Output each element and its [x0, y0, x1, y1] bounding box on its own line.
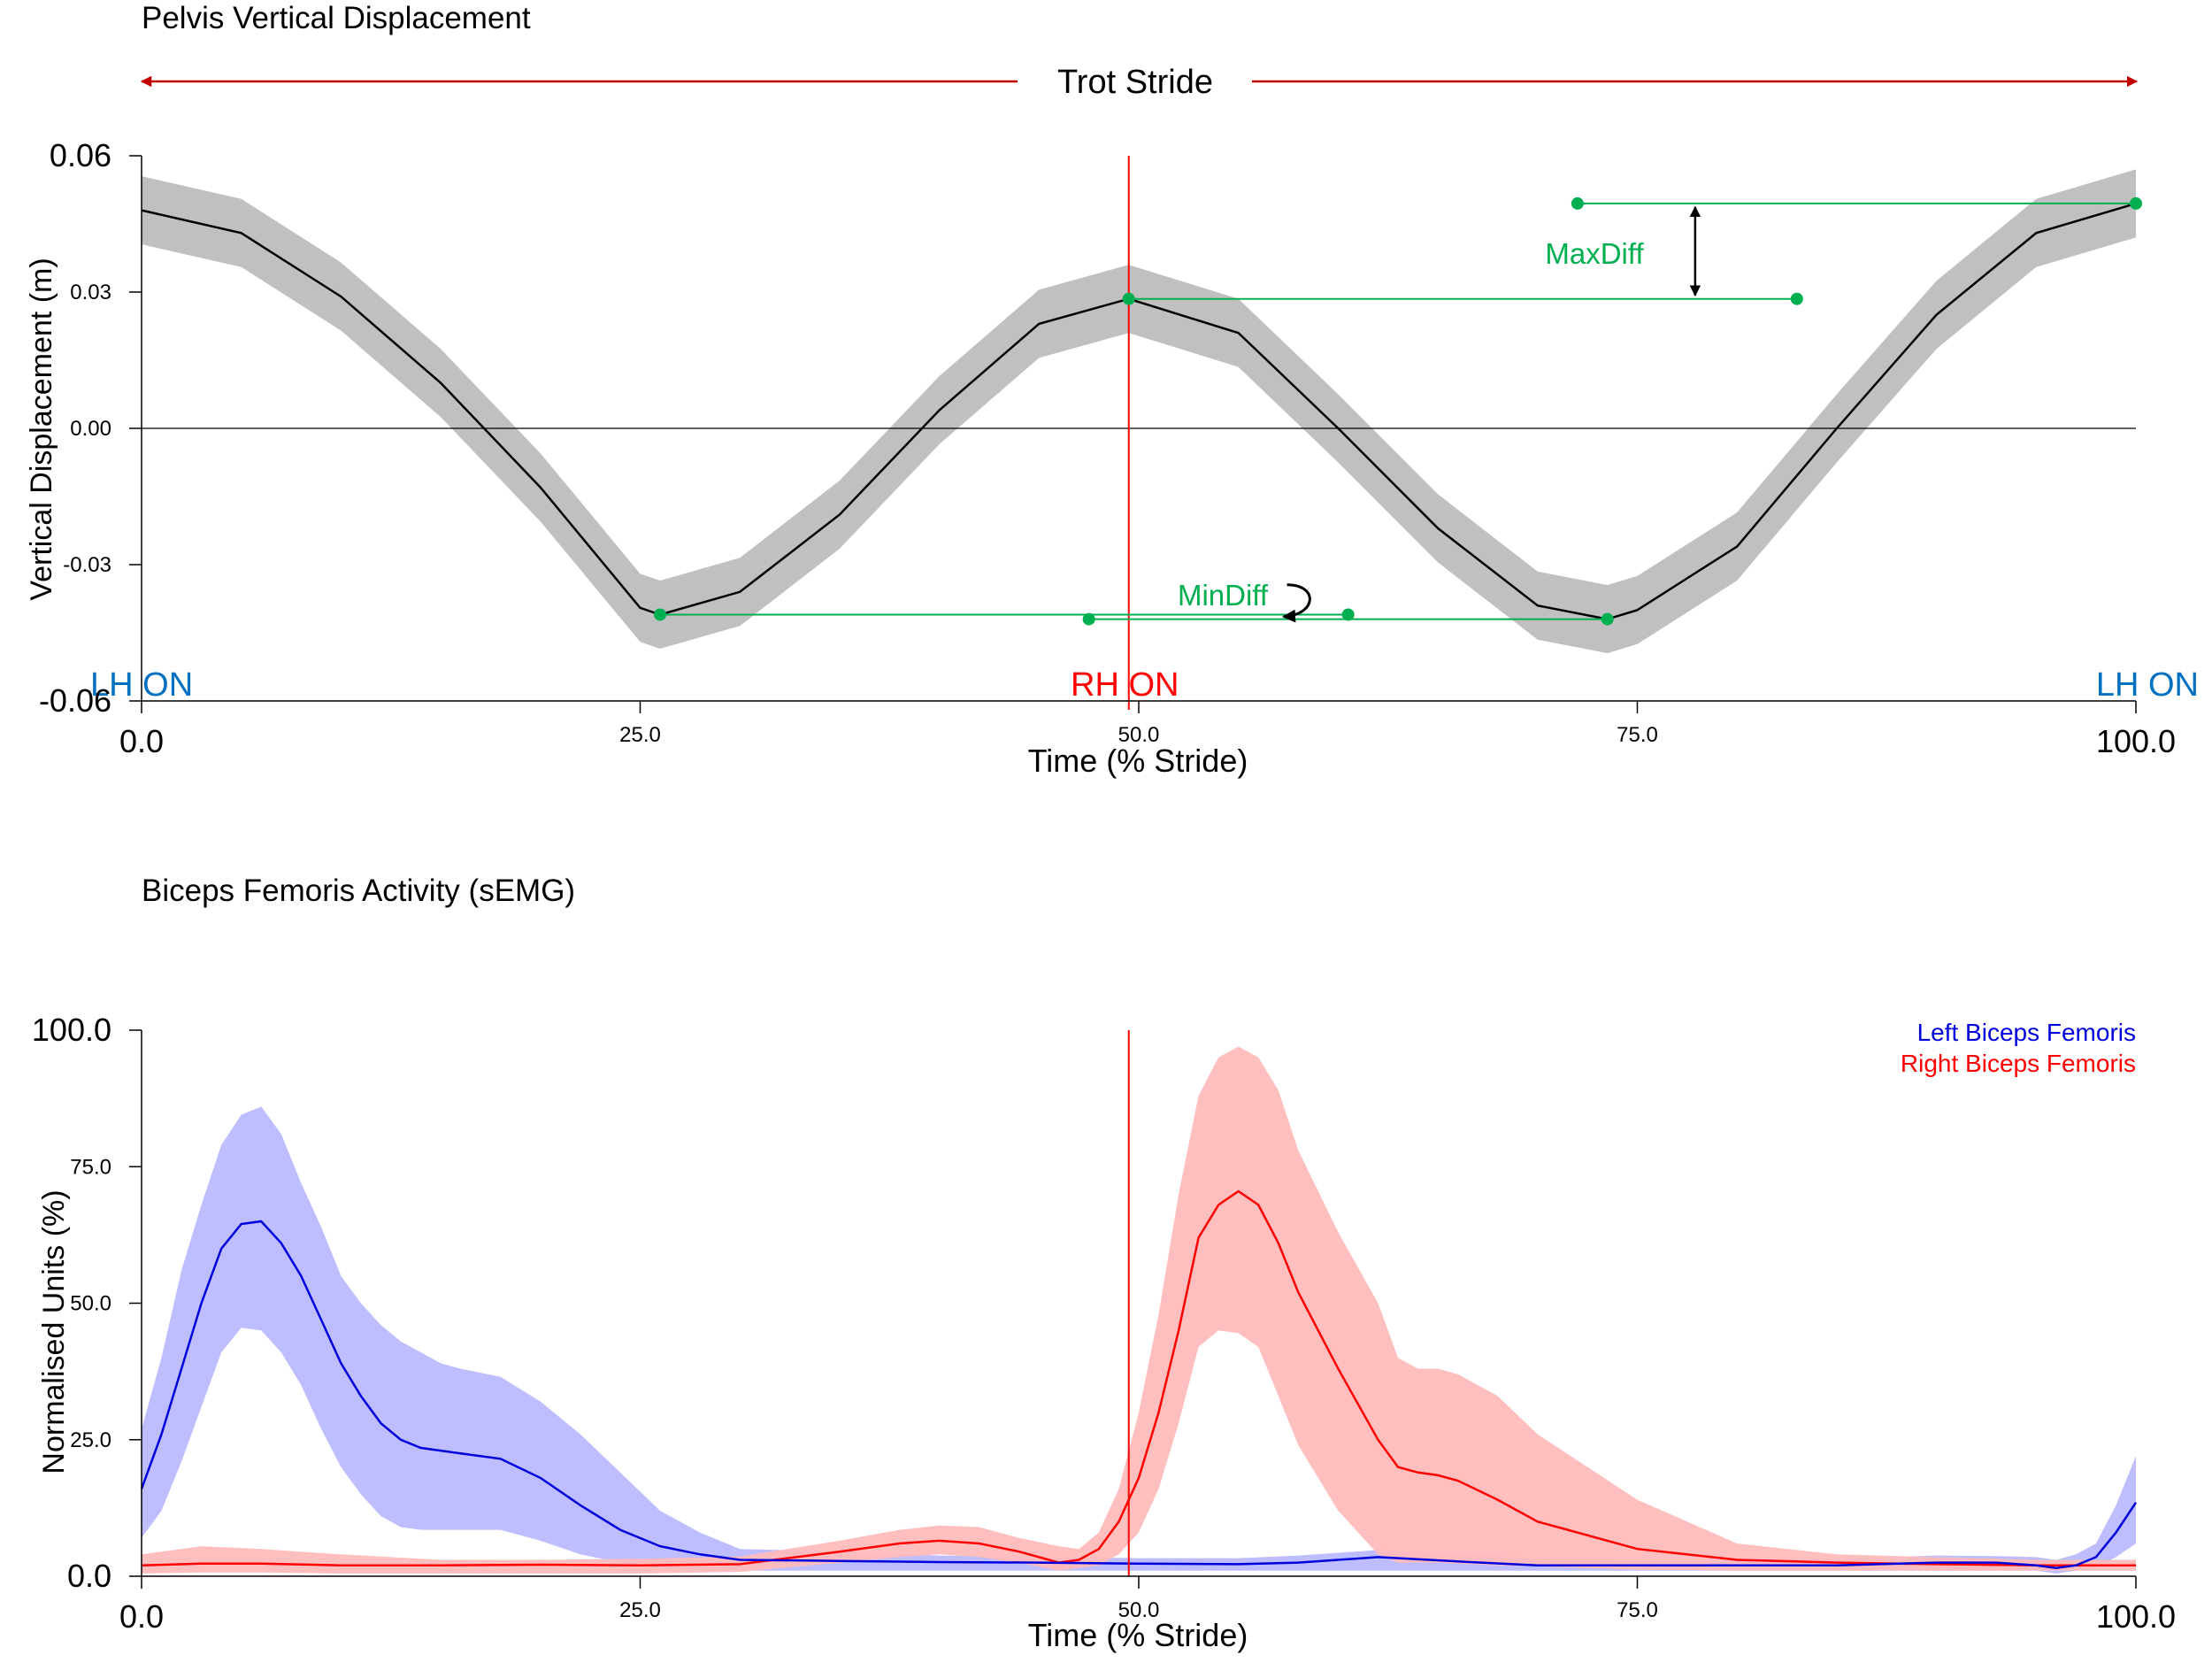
bottom-x-tick-label: 75.0 — [1617, 1598, 1658, 1622]
top-y-tick-label: 0.00 — [70, 417, 111, 441]
displacement-sd-band — [142, 169, 2136, 654]
right-biceps-femoris-line — [141, 1189, 2136, 1566]
right-biceps-femoris-sd-band — [142, 1046, 2136, 1574]
bottom-chart-title: Biceps Femoris Activity (sEMG) — [142, 874, 575, 908]
bottom-y-tick-label: 50.0 — [70, 1292, 111, 1316]
legend-right-biceps-femoris: Right Biceps Femoris — [1901, 1050, 2136, 1077]
diff-marker-point — [1341, 608, 1355, 621]
event-label-lh-on-end: LH ON — [2096, 666, 2199, 704]
diff-marker-point — [654, 608, 667, 621]
left-biceps-femoris-line — [140, 1220, 2138, 1569]
top-chart-title: Pelvis Vertical Displacement — [142, 1, 531, 35]
diff-marker-point — [2130, 196, 2142, 210]
min-diff-arrow — [1282, 583, 1311, 623]
bottom-x-tick-label: 25.0 — [619, 1598, 661, 1622]
bottom-y-axis-label: Normalised Units (%) — [37, 1189, 71, 1474]
top-chart-plot: 0.06 0.03 0.00 -0.03 -0.060.0 25.0 50.0 75.0 100… — [39, 137, 2176, 759]
top-y-axis-label: Vertical Displacement (m) — [25, 258, 58, 600]
min-diff-label: MinDiff — [1178, 579, 1269, 612]
top-x-tick-label: 25.0 — [619, 723, 661, 747]
bottom-x-tick-label: 0.0 — [119, 1598, 164, 1635]
bottom-y-tick-label: 25.0 — [70, 1428, 111, 1452]
diff-marker-point — [1122, 292, 1135, 305]
top-y-tick-label: -0.06 — [39, 682, 111, 719]
bottom-y-tick-label: 0.0 — [67, 1558, 111, 1594]
bottom-y-tick-label: 75.0 — [70, 1155, 111, 1179]
diff-marker-point — [1601, 612, 1614, 626]
bottom-y-tick-label: 100.0 — [32, 1012, 111, 1048]
legend-left-biceps-femoris: Left Biceps Femoris — [1917, 1019, 2136, 1046]
trot-stride-label: Trot Stride — [1057, 64, 1213, 101]
bottom-chart-plot: 100.0 75.0 50.0 25.0 0.00.0 25.0 50.0 75.0 100.0 — [32, 1012, 2176, 1635]
top-x-tick-label: 75.0 — [1617, 723, 1658, 747]
bottom-x-tick-label: 100.0 — [2096, 1598, 2176, 1635]
top-x-axis-label: Time (% Stride) — [1028, 743, 1248, 779]
top-y-tick-label: 0.06 — [50, 137, 111, 173]
top-x-tick-label: 100.0 — [2096, 723, 2176, 759]
diff-marker-point — [1571, 196, 1584, 210]
top-x-tick-label: 50.0 — [1118, 723, 1160, 747]
top-y-tick-label: -0.03 — [63, 553, 111, 577]
bottom-x-tick-label: 50.0 — [1118, 1598, 1160, 1622]
diff-marker-point — [1790, 292, 1803, 305]
event-label-rh-on: RH ON — [1071, 666, 1179, 704]
top-y-tick-label: 0.03 — [70, 281, 111, 304]
diff-marker-point — [1082, 612, 1095, 626]
max-diff-label: MaxDiff — [1545, 237, 1644, 270]
bottom-x-axis-label: Time (% Stride) — [1028, 1617, 1248, 1653]
top-x-tick-label: 0.0 — [119, 723, 164, 759]
